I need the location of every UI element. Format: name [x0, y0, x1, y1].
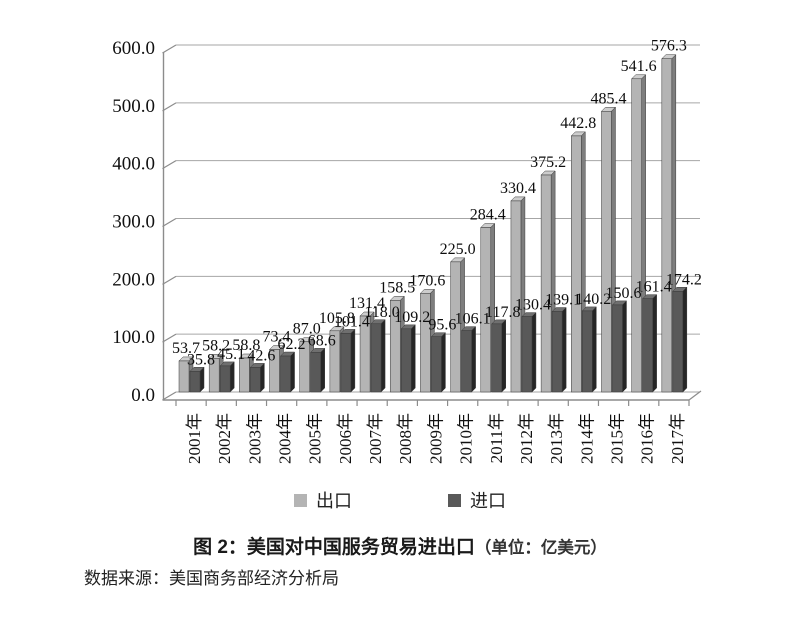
y-tick-label: 600.0	[112, 38, 155, 59]
value-label-export: 442.8	[560, 115, 596, 132]
x-tick-label: 2005年	[306, 413, 325, 464]
export-swatch-icon	[294, 493, 307, 507]
value-label-import: 150.6	[605, 285, 641, 302]
bar-import-2016年	[642, 294, 658, 393]
value-label-export: 53.7	[172, 340, 200, 357]
value-label-export: 58.2	[202, 337, 230, 354]
value-label-import: 109.2	[394, 309, 430, 326]
bar-import-2003年	[249, 362, 265, 393]
import-swatch-icon	[448, 493, 461, 507]
x-tick-label: 2001年	[185, 413, 204, 464]
value-label-import: 68.6	[308, 332, 336, 349]
y-axis-tick	[162, 391, 177, 401]
x-tick-label: 2011年	[487, 413, 506, 463]
value-label-import: 117.8	[485, 304, 520, 321]
bar-import-2008年	[400, 324, 416, 393]
value-label-import: 42.6	[247, 347, 275, 364]
y-tick-label: 300.0	[112, 212, 155, 233]
value-label-export: 225.0	[440, 241, 476, 258]
bar-import-2006年	[340, 328, 356, 393]
legend: 出口 进口	[0, 487, 800, 513]
value-label-import: 62.2	[278, 336, 306, 353]
y-tick-label: 0.0	[131, 385, 155, 406]
services-trade-bar-chart: 0.0 100.0 200.0 300.0 400.0 500.0 600.0 2001年 20…	[112, 38, 702, 464]
value-label-export: 541.6	[621, 58, 657, 75]
value-label-export: 58.8	[232, 337, 260, 354]
value-label-export: 73.4	[263, 329, 291, 346]
y-tick-label: 100.0	[112, 327, 155, 348]
value-label-import: 35.8	[187, 351, 215, 368]
bar-import-2005年	[310, 347, 326, 393]
value-label-export: 87.0	[293, 321, 321, 338]
y-axis-tick	[162, 217, 177, 228]
bar-import-2011年	[491, 319, 507, 393]
x-tick-label: 2002年	[215, 413, 234, 464]
bar-import-2001年	[189, 366, 205, 393]
value-label-import: 106.1	[455, 311, 491, 328]
value-label-import: 140.2	[575, 291, 611, 308]
y-axis-tick	[162, 102, 177, 112]
figure-caption-unit: （单位：亿美元）	[474, 539, 607, 557]
bar-import-2009年	[430, 332, 447, 393]
y-tick-label: 400.0	[112, 154, 155, 175]
data-source-note: 数据来源：美国商务部经济分析局	[84, 569, 339, 588]
y-axis-tick	[162, 333, 177, 343]
bar-import-2015年	[611, 300, 628, 393]
x-tick-label: 2010年	[457, 413, 476, 464]
x-tick-label: 2007年	[366, 413, 385, 464]
x-tick-label: 2015年	[607, 413, 626, 464]
x-tick-label: 2014年	[577, 413, 596, 464]
x-tick-label: 2009年	[426, 413, 445, 464]
x-tick-label: 2013年	[547, 413, 566, 464]
bar-import-2004年	[279, 351, 296, 393]
value-label-import: 174.2	[666, 271, 702, 288]
value-label-import: 161.4	[636, 279, 672, 296]
x-tick-label: 2017年	[668, 413, 687, 464]
value-label-export: 105.8	[319, 310, 355, 327]
bar-import-2010年	[460, 326, 477, 393]
legend-item-import: 进口	[448, 487, 506, 513]
value-label-import: 95.6	[428, 317, 456, 334]
bar-import-2013年	[551, 306, 567, 393]
bar-import-2002年	[219, 361, 235, 393]
bar-import-2017年	[672, 286, 688, 393]
x-tick-label: 2012年	[517, 413, 536, 464]
figure-caption: 图 2：美国对中国服务贸易进出口（单位：亿美元）	[0, 532, 800, 559]
y-tick-label: 200.0	[112, 269, 155, 290]
value-label-export: 158.5	[379, 279, 415, 296]
floor-edge	[688, 390, 702, 401]
x-tick-label: 2016年	[638, 413, 657, 464]
y-axis-tick	[162, 160, 177, 170]
value-label-import: 101.4	[334, 313, 370, 330]
y-tick-label: 500.0	[112, 96, 155, 117]
bar-import-2007年	[370, 319, 386, 393]
value-label-export: 170.6	[409, 272, 445, 289]
value-label-import: 130.4	[515, 297, 551, 314]
value-label-export: 485.4	[590, 90, 626, 107]
value-label-export: 330.4	[500, 180, 536, 197]
y-axis-tick	[162, 275, 177, 285]
y-axis-tick	[162, 44, 177, 54]
x-tick-label: 2004年	[276, 413, 295, 464]
legend-label-import: 进口	[470, 491, 506, 511]
bar-import-2012年	[521, 311, 537, 393]
value-label-export: 131.4	[349, 295, 385, 312]
x-tick-label: 2003年	[245, 413, 264, 464]
value-label-export: 375.2	[530, 154, 566, 171]
legend-label-export: 出口	[316, 491, 352, 511]
value-label-export: 576.3	[651, 38, 687, 55]
bar-import-2014年	[581, 306, 597, 393]
value-label-export: 284.4	[470, 207, 506, 224]
value-label-import: 45.1	[217, 346, 245, 363]
x-tick-label: 2006年	[336, 413, 355, 464]
x-tick-label: 2008年	[396, 413, 415, 464]
legend-item-export: 出口	[294, 487, 352, 513]
value-label-import: 139.1	[545, 292, 581, 309]
value-label-import: 118.0	[364, 304, 399, 321]
figure-caption-title: 图 2：美国对中国服务贸易进出口	[193, 537, 475, 558]
